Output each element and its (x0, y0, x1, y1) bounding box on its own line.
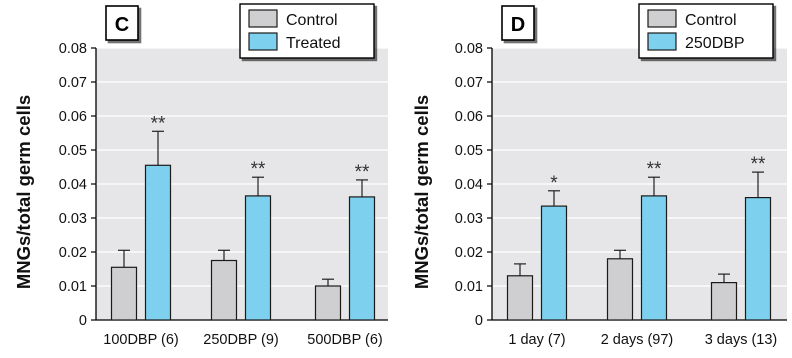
y-tick-label: 0.04 (59, 177, 87, 193)
x-tick-label: 1 day (7) (508, 332, 565, 348)
bar-control (314, 285, 342, 321)
x-tick-label: 250DBP (9) (203, 332, 279, 348)
legend-swatch (248, 9, 278, 28)
legend-swatch (248, 32, 278, 51)
panel-label: D (511, 14, 525, 36)
y-tick-label: 0.07 (455, 75, 483, 91)
y-tick-label: 0 (475, 313, 483, 329)
y-tick-label: 0.03 (59, 211, 87, 227)
y-axis-title: MNGs/total germ cells (13, 95, 34, 289)
panel-label-box (501, 5, 535, 41)
legend-label: 250DBP (685, 35, 745, 52)
y-tick-label: 0.08 (59, 41, 87, 57)
legend-swatch (647, 32, 677, 51)
bar-treated (144, 164, 172, 321)
legend-label: Treated (286, 35, 341, 52)
y-tick-label: 0.08 (455, 41, 483, 57)
bar-control (210, 259, 238, 321)
x-tick-label: 500DBP (6) (307, 332, 383, 348)
bar-treated (244, 195, 272, 321)
bar-250dbp (744, 197, 772, 321)
y-tick-label: 0.06 (455, 109, 483, 125)
y-tick-label: 0.05 (455, 143, 483, 159)
legend-swatch (647, 9, 677, 28)
x-tick-label: 3 days (13) (705, 332, 778, 348)
bar-control (110, 266, 138, 321)
bar-control (606, 258, 634, 321)
significance-marker: ** (355, 162, 370, 183)
x-tick-label: 2 days (97) (601, 332, 674, 348)
bar-treated (348, 196, 376, 321)
legend-label: Control (286, 12, 338, 29)
y-tick-label: 0.02 (455, 245, 483, 261)
y-tick-label: 0.01 (59, 279, 87, 295)
bar-control (506, 275, 534, 321)
y-tick-label: 0.03 (455, 211, 483, 227)
bar-250dbp (540, 205, 568, 321)
y-tick-label: 0.04 (455, 177, 483, 193)
y-tick-label: 0.07 (59, 75, 87, 91)
y-tick-label: 0.02 (59, 245, 87, 261)
y-tick-label: 0 (79, 313, 87, 329)
y-axis-title: MNGs/total germ cells (411, 95, 432, 289)
significance-marker: ** (751, 154, 766, 175)
panel-label: C (115, 14, 129, 36)
y-tick-label: 0.05 (59, 143, 87, 159)
y-tick-label: 0.01 (455, 279, 483, 295)
panel-label-box (105, 5, 139, 41)
bar-250dbp (640, 195, 668, 321)
bar-control (710, 282, 738, 321)
x-tick-label: 100DBP (6) (103, 332, 179, 348)
significance-marker: ** (151, 113, 166, 134)
y-tick-label: 0.06 (59, 109, 87, 125)
legend-label: Control (685, 12, 737, 29)
significance-marker: ** (647, 159, 662, 180)
significance-marker: * (550, 173, 558, 194)
chart-panel-c: 0 0.01 0.02 0.03 0.04 0.05 0.06 0.07 0.08 MNGs/to… (13, 3, 388, 348)
significance-marker: ** (251, 159, 266, 180)
chart-panel-d: 0 0.01 0.02 0.03 0.04 0.05 0.06 0.07 0.08 MNGs/to… (411, 3, 787, 348)
